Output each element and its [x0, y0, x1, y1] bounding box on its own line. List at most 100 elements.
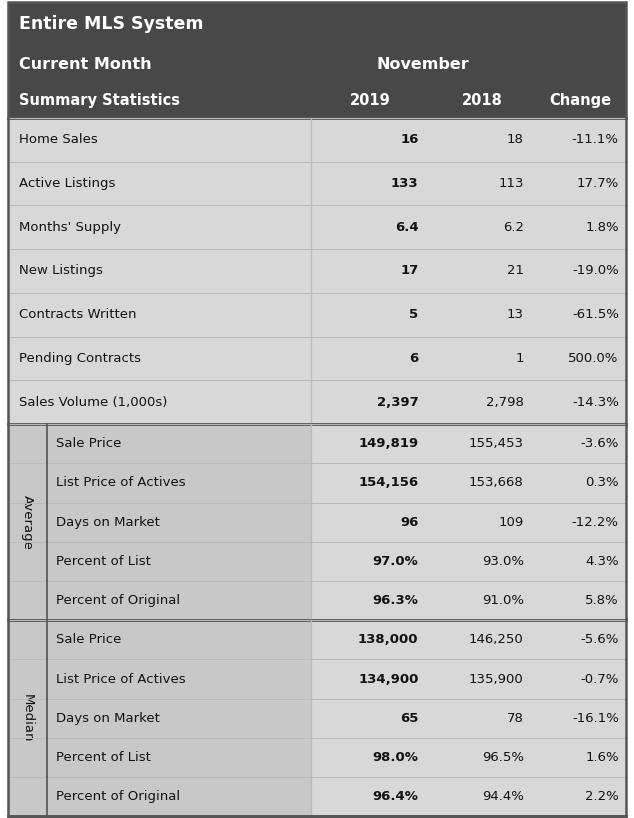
Bar: [311, 777, 626, 816]
Text: 17.7%: 17.7%: [576, 177, 619, 190]
Text: Sales Volume (1,000s): Sales Volume (1,000s): [19, 396, 167, 409]
Text: 155,453: 155,453: [469, 437, 524, 450]
Text: 0.3%: 0.3%: [585, 476, 619, 489]
Text: 6.4: 6.4: [395, 221, 418, 234]
Bar: [47, 620, 311, 659]
Text: -14.3%: -14.3%: [572, 396, 619, 409]
Bar: [47, 581, 311, 620]
Text: Percent of Original: Percent of Original: [56, 790, 181, 803]
Text: 146,250: 146,250: [469, 633, 524, 646]
Bar: [8, 162, 626, 205]
Text: Change: Change: [550, 93, 612, 108]
Text: -5.6%: -5.6%: [580, 633, 619, 646]
Text: 2,798: 2,798: [486, 396, 524, 409]
Text: Median: Median: [21, 694, 34, 743]
Bar: [311, 502, 626, 542]
Bar: [47, 777, 311, 816]
Bar: [8, 118, 626, 162]
Text: Current Month: Current Month: [19, 56, 152, 72]
Text: 1.8%: 1.8%: [585, 221, 619, 234]
Text: 5: 5: [410, 308, 418, 321]
Text: Home Sales: Home Sales: [19, 133, 98, 146]
Text: 138,000: 138,000: [358, 633, 418, 646]
Text: 2019: 2019: [350, 93, 391, 108]
Text: -19.0%: -19.0%: [572, 264, 619, 277]
Text: 153,668: 153,668: [469, 476, 524, 489]
Text: 96: 96: [400, 515, 418, 528]
Text: -12.2%: -12.2%: [572, 515, 619, 528]
Text: 1: 1: [515, 352, 524, 365]
Text: 96.3%: 96.3%: [373, 594, 418, 607]
Text: 113: 113: [498, 177, 524, 190]
Bar: [8, 83, 626, 118]
Text: -16.1%: -16.1%: [572, 712, 619, 725]
Text: 21: 21: [507, 264, 524, 277]
Text: 18: 18: [507, 133, 524, 146]
Text: November: November: [377, 56, 469, 72]
Bar: [8, 2, 626, 45]
Bar: [47, 699, 311, 738]
Bar: [8, 620, 47, 816]
Text: 149,819: 149,819: [358, 437, 418, 450]
Text: 500.0%: 500.0%: [569, 352, 619, 365]
Text: Pending Contracts: Pending Contracts: [19, 352, 141, 365]
Text: Average: Average: [21, 495, 34, 550]
Text: 16: 16: [400, 133, 418, 146]
Text: 91.0%: 91.0%: [482, 594, 524, 607]
Bar: [47, 542, 311, 581]
Text: 133: 133: [391, 177, 418, 190]
Text: Contracts Written: Contracts Written: [19, 308, 136, 321]
Text: Summary Statistics: Summary Statistics: [19, 93, 180, 108]
Text: Sale Price: Sale Price: [56, 437, 122, 450]
Bar: [8, 293, 626, 336]
Bar: [47, 463, 311, 502]
Text: Active Listings: Active Listings: [19, 177, 115, 190]
Text: 2018: 2018: [462, 93, 503, 108]
Text: 134,900: 134,900: [358, 672, 418, 685]
Bar: [8, 380, 626, 424]
Bar: [311, 542, 626, 581]
Bar: [47, 738, 311, 777]
Text: Months' Supply: Months' Supply: [19, 221, 121, 234]
Text: Days on Market: Days on Market: [56, 712, 160, 725]
Text: Percent of List: Percent of List: [56, 751, 152, 764]
Text: 98.0%: 98.0%: [373, 751, 418, 764]
Text: Percent of Original: Percent of Original: [56, 594, 181, 607]
Text: 109: 109: [498, 515, 524, 528]
Text: 154,156: 154,156: [358, 476, 418, 489]
Text: 96.5%: 96.5%: [482, 751, 524, 764]
Text: 93.0%: 93.0%: [482, 555, 524, 568]
Text: 4.3%: 4.3%: [585, 555, 619, 568]
Text: List Price of Actives: List Price of Actives: [56, 672, 186, 685]
Text: 6: 6: [409, 352, 418, 365]
Bar: [311, 659, 626, 699]
Text: -11.1%: -11.1%: [572, 133, 619, 146]
Bar: [8, 205, 626, 249]
Text: 94.4%: 94.4%: [482, 790, 524, 803]
Text: 97.0%: 97.0%: [373, 555, 418, 568]
Bar: [311, 424, 626, 463]
Text: Days on Market: Days on Market: [56, 515, 160, 528]
Text: -0.7%: -0.7%: [580, 672, 619, 685]
Text: 96.4%: 96.4%: [373, 790, 418, 803]
Text: 6.2: 6.2: [503, 221, 524, 234]
Bar: [8, 424, 47, 620]
Text: 78: 78: [507, 712, 524, 725]
Bar: [47, 659, 311, 699]
Text: 1.6%: 1.6%: [585, 751, 619, 764]
Text: 13: 13: [507, 308, 524, 321]
Bar: [47, 424, 311, 463]
Bar: [311, 581, 626, 620]
Text: -3.6%: -3.6%: [580, 437, 619, 450]
Bar: [311, 463, 626, 502]
Text: 135,900: 135,900: [469, 672, 524, 685]
Text: 2,397: 2,397: [377, 396, 418, 409]
Bar: [8, 249, 626, 293]
Text: Sale Price: Sale Price: [56, 633, 122, 646]
Bar: [8, 336, 626, 380]
Text: New Listings: New Listings: [19, 264, 103, 277]
Text: 65: 65: [400, 712, 418, 725]
Text: Percent of List: Percent of List: [56, 555, 152, 568]
Bar: [311, 699, 626, 738]
Text: -61.5%: -61.5%: [572, 308, 619, 321]
